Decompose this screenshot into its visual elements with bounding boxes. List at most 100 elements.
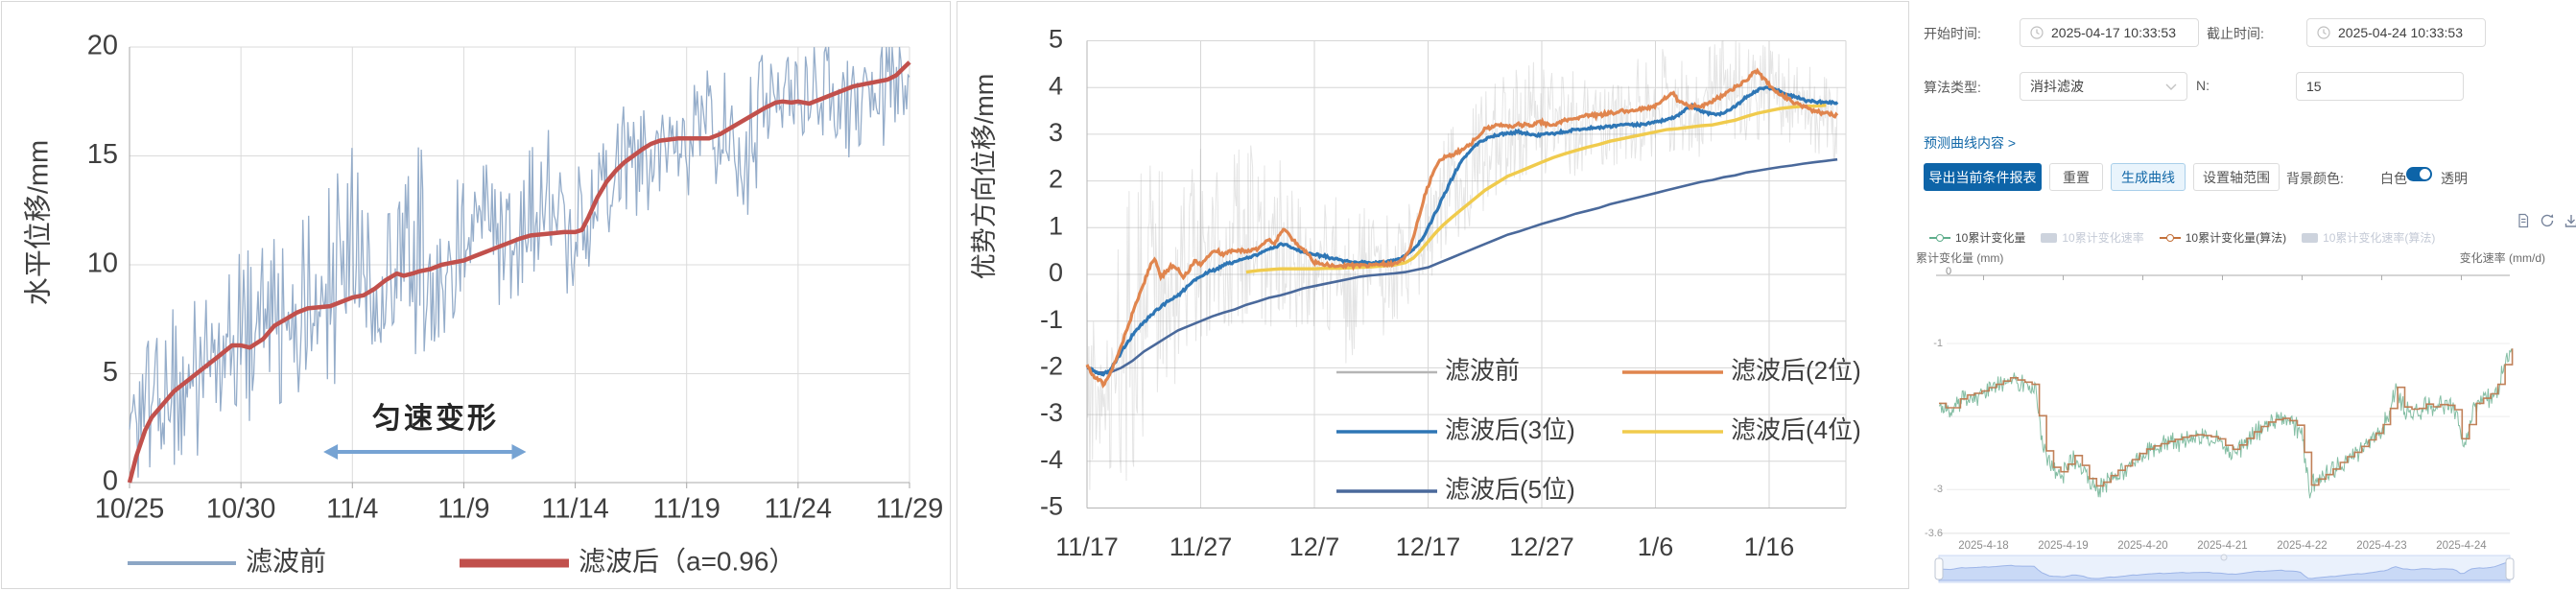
svg-text:滤波前: 滤波前: [1445, 356, 1520, 385]
end-time-input[interactable]: 2025-04-24 10:33:53: [2306, 18, 2486, 47]
svg-text:2025-4-19: 2025-4-19: [2038, 540, 2088, 552]
svg-text:5: 5: [103, 357, 118, 388]
svg-text:-1: -1: [1933, 338, 1943, 349]
start-time-value: 2025-04-17 10:33:53: [2051, 25, 2176, 40]
toggle-knob: [2420, 169, 2430, 179]
svg-text:11/4: 11/4: [326, 494, 378, 525]
plot-grid: [129, 46, 910, 488]
cumulative-series: [1938, 348, 2514, 499]
horizontal-displacement-chart: 0 5 10 15 20 10/25 10/30 11/4 11/9 11/14 11/19 11/2…: [1, 1, 951, 589]
start-time-input[interactable]: 2025-04-17 10:33:53: [2020, 18, 2199, 47]
axis-labels: 5 4 3 2 1 0 -1 -2 -3 -4 -5 11/17 11/27 12/7 12/17 12/27…: [1040, 25, 1794, 562]
svg-text:滤波前: 滤波前: [246, 546, 326, 576]
annotation-uniform-deformation: 匀速变形: [372, 402, 499, 435]
svg-text:2025-4-21: 2025-4-21: [2197, 540, 2247, 552]
svg-text:12/7: 12/7: [1289, 532, 1340, 561]
n-value: 15: [2306, 79, 2322, 94]
svg-text:4: 4: [1049, 71, 1063, 100]
toggle-left-label: 白色: [2380, 171, 2407, 186]
arrowhead-left-icon: [323, 444, 339, 460]
legend-item-cumulative[interactable]: 10累计变化量: [1929, 229, 2025, 246]
brush-handle-right[interactable]: [2505, 557, 2515, 580]
legend-item-rate[interactable]: 10累计变化速率: [2041, 229, 2144, 246]
filtered-3-series: [1085, 85, 1839, 377]
svg-text:11/17: 11/17: [1055, 532, 1119, 561]
svg-text:-1: -1: [1040, 305, 1063, 334]
mini-right-axis-label: 变化速率 (mm/d): [2459, 251, 2545, 265]
toggle-right-label: 透明: [2441, 171, 2468, 186]
mini-chart-svg: 0 -1 -3 -3.6 2025-4-18 2025-4-19 2025-4-20 2025…: [1925, 266, 2515, 583]
svg-text:11/19: 11/19: [653, 494, 721, 525]
predict-curve-link[interactable]: 预测曲线内容 >: [1924, 135, 2017, 151]
brush-center-handle[interactable]: [2220, 554, 2228, 561]
dominant-direction-svg: 5 4 3 2 1 0 -1 -2 -3 -4 -5 11/17 11/27 12/7 12/17 12/27…: [970, 25, 1861, 562]
chart-legend: 滤波前 滤波后（a=0.96）: [128, 546, 795, 576]
download-icon[interactable]: [2564, 213, 2576, 228]
mini-left-axis-label: 累计变化量 (mm): [1916, 251, 2004, 265]
svg-text:-5: -5: [1040, 492, 1063, 521]
svg-text:2025-4-18: 2025-4-18: [1958, 540, 2008, 552]
svg-text:10: 10: [87, 248, 118, 279]
svg-text:滤波后(3位): 滤波后(3位): [1445, 415, 1575, 444]
legend-item-cumulative-algo[interactable]: 10累计变化量(算法): [2159, 229, 2286, 246]
bg-color-toggle[interactable]: [2406, 167, 2432, 181]
svg-text:-4: -4: [1040, 445, 1063, 474]
cumulative-algo-series: [1939, 348, 2514, 487]
algorithm-select[interactable]: 消抖滤波: [2020, 72, 2187, 101]
export-report-button[interactable]: 导出当前条件报表: [1924, 163, 2042, 191]
svg-text:0: 0: [1049, 258, 1063, 287]
svg-text:10/30: 10/30: [206, 494, 276, 525]
refresh-icon[interactable]: [2540, 213, 2555, 228]
bg-color-label: 背景颜色:: [2286, 171, 2344, 186]
algorithm-type-label: 算法类型:: [1924, 80, 1981, 95]
generate-curve-button[interactable]: 生成曲线: [2111, 163, 2186, 191]
svg-text:11/27: 11/27: [1170, 532, 1233, 561]
svg-text:-3: -3: [1040, 398, 1063, 427]
chart-toolbox: [2516, 213, 2576, 228]
report-icon[interactable]: [2516, 213, 2531, 228]
n-label: N:: [2196, 78, 2210, 93]
svg-text:11/14: 11/14: [541, 494, 608, 525]
analysis-panel: 开始时间: 2025-04-17 10:33:53 截止时间: 2025-04-…: [1914, 0, 2576, 591]
brush-overview-area: [1938, 561, 2511, 581]
svg-text:1/16: 1/16: [1744, 532, 1795, 561]
legend-item-rate-algo[interactable]: 10累计变化速率(算法): [2302, 229, 2435, 246]
post-filter-series: [127, 60, 911, 484]
y-axis-title: 水平位移/mm: [23, 140, 55, 305]
rect-marker-icon: [2302, 232, 2319, 243]
axis-labels: -1 -3 -3.6 2025-4-18 2025-4-19 2025-4-20 2025-…: [1925, 338, 2487, 552]
brush-handle-left[interactable]: [1934, 557, 1944, 580]
svg-text:-2: -2: [1040, 352, 1063, 381]
horizontal-displacement-svg: 0 5 10 15 20 10/25 10/30 11/4 11/9 11/14 11/19 11/2…: [23, 31, 944, 577]
set-axis-range-button[interactable]: 设置轴范围: [2193, 163, 2280, 191]
svg-text:3: 3: [1049, 118, 1063, 147]
n-input[interactable]: 15: [2296, 72, 2464, 101]
end-time-value: 2025-04-24 10:33:53: [2338, 25, 2463, 40]
line-circle-marker-icon: [1929, 233, 1950, 242]
svg-text:0: 0: [1946, 266, 1951, 277]
datazoom-brush[interactable]: [1934, 554, 2515, 583]
start-time-label: 开始时间:: [1924, 26, 1981, 41]
reset-button[interactable]: 重置: [2049, 163, 2103, 191]
svg-text:滤波后（a=0.96）: 滤波后（a=0.96）: [579, 546, 795, 576]
arrowhead-right-icon: [511, 444, 527, 460]
prediction-empty-axis: 0: [1936, 266, 2510, 280]
svg-text:1: 1: [1049, 211, 1063, 240]
filtered-2-series: [1085, 67, 1839, 389]
svg-text:0: 0: [103, 466, 118, 497]
svg-text:滤波后(2位): 滤波后(2位): [1731, 356, 1861, 385]
svg-text:12/17: 12/17: [1396, 532, 1461, 561]
svg-text:20: 20: [87, 31, 118, 61]
chevron-down-icon: [2165, 83, 2177, 90]
rect-marker-icon: [2041, 232, 2058, 243]
svg-text:2025-4-24: 2025-4-24: [2436, 540, 2487, 552]
clock-icon: [2317, 26, 2330, 39]
svg-text:-3.6: -3.6: [1925, 528, 1943, 539]
svg-text:滤波后(4位): 滤波后(4位): [1731, 415, 1861, 444]
svg-text:2025-4-23: 2025-4-23: [2356, 540, 2406, 552]
svg-text:11/9: 11/9: [437, 494, 489, 525]
mini-chart-legend: 10累计变化量 10累计变化速率 10累计变化量(算法) 10累计变化速率(算法…: [1929, 229, 2435, 246]
svg-text:2025-4-20: 2025-4-20: [2117, 540, 2167, 552]
svg-text:2: 2: [1049, 165, 1063, 194]
